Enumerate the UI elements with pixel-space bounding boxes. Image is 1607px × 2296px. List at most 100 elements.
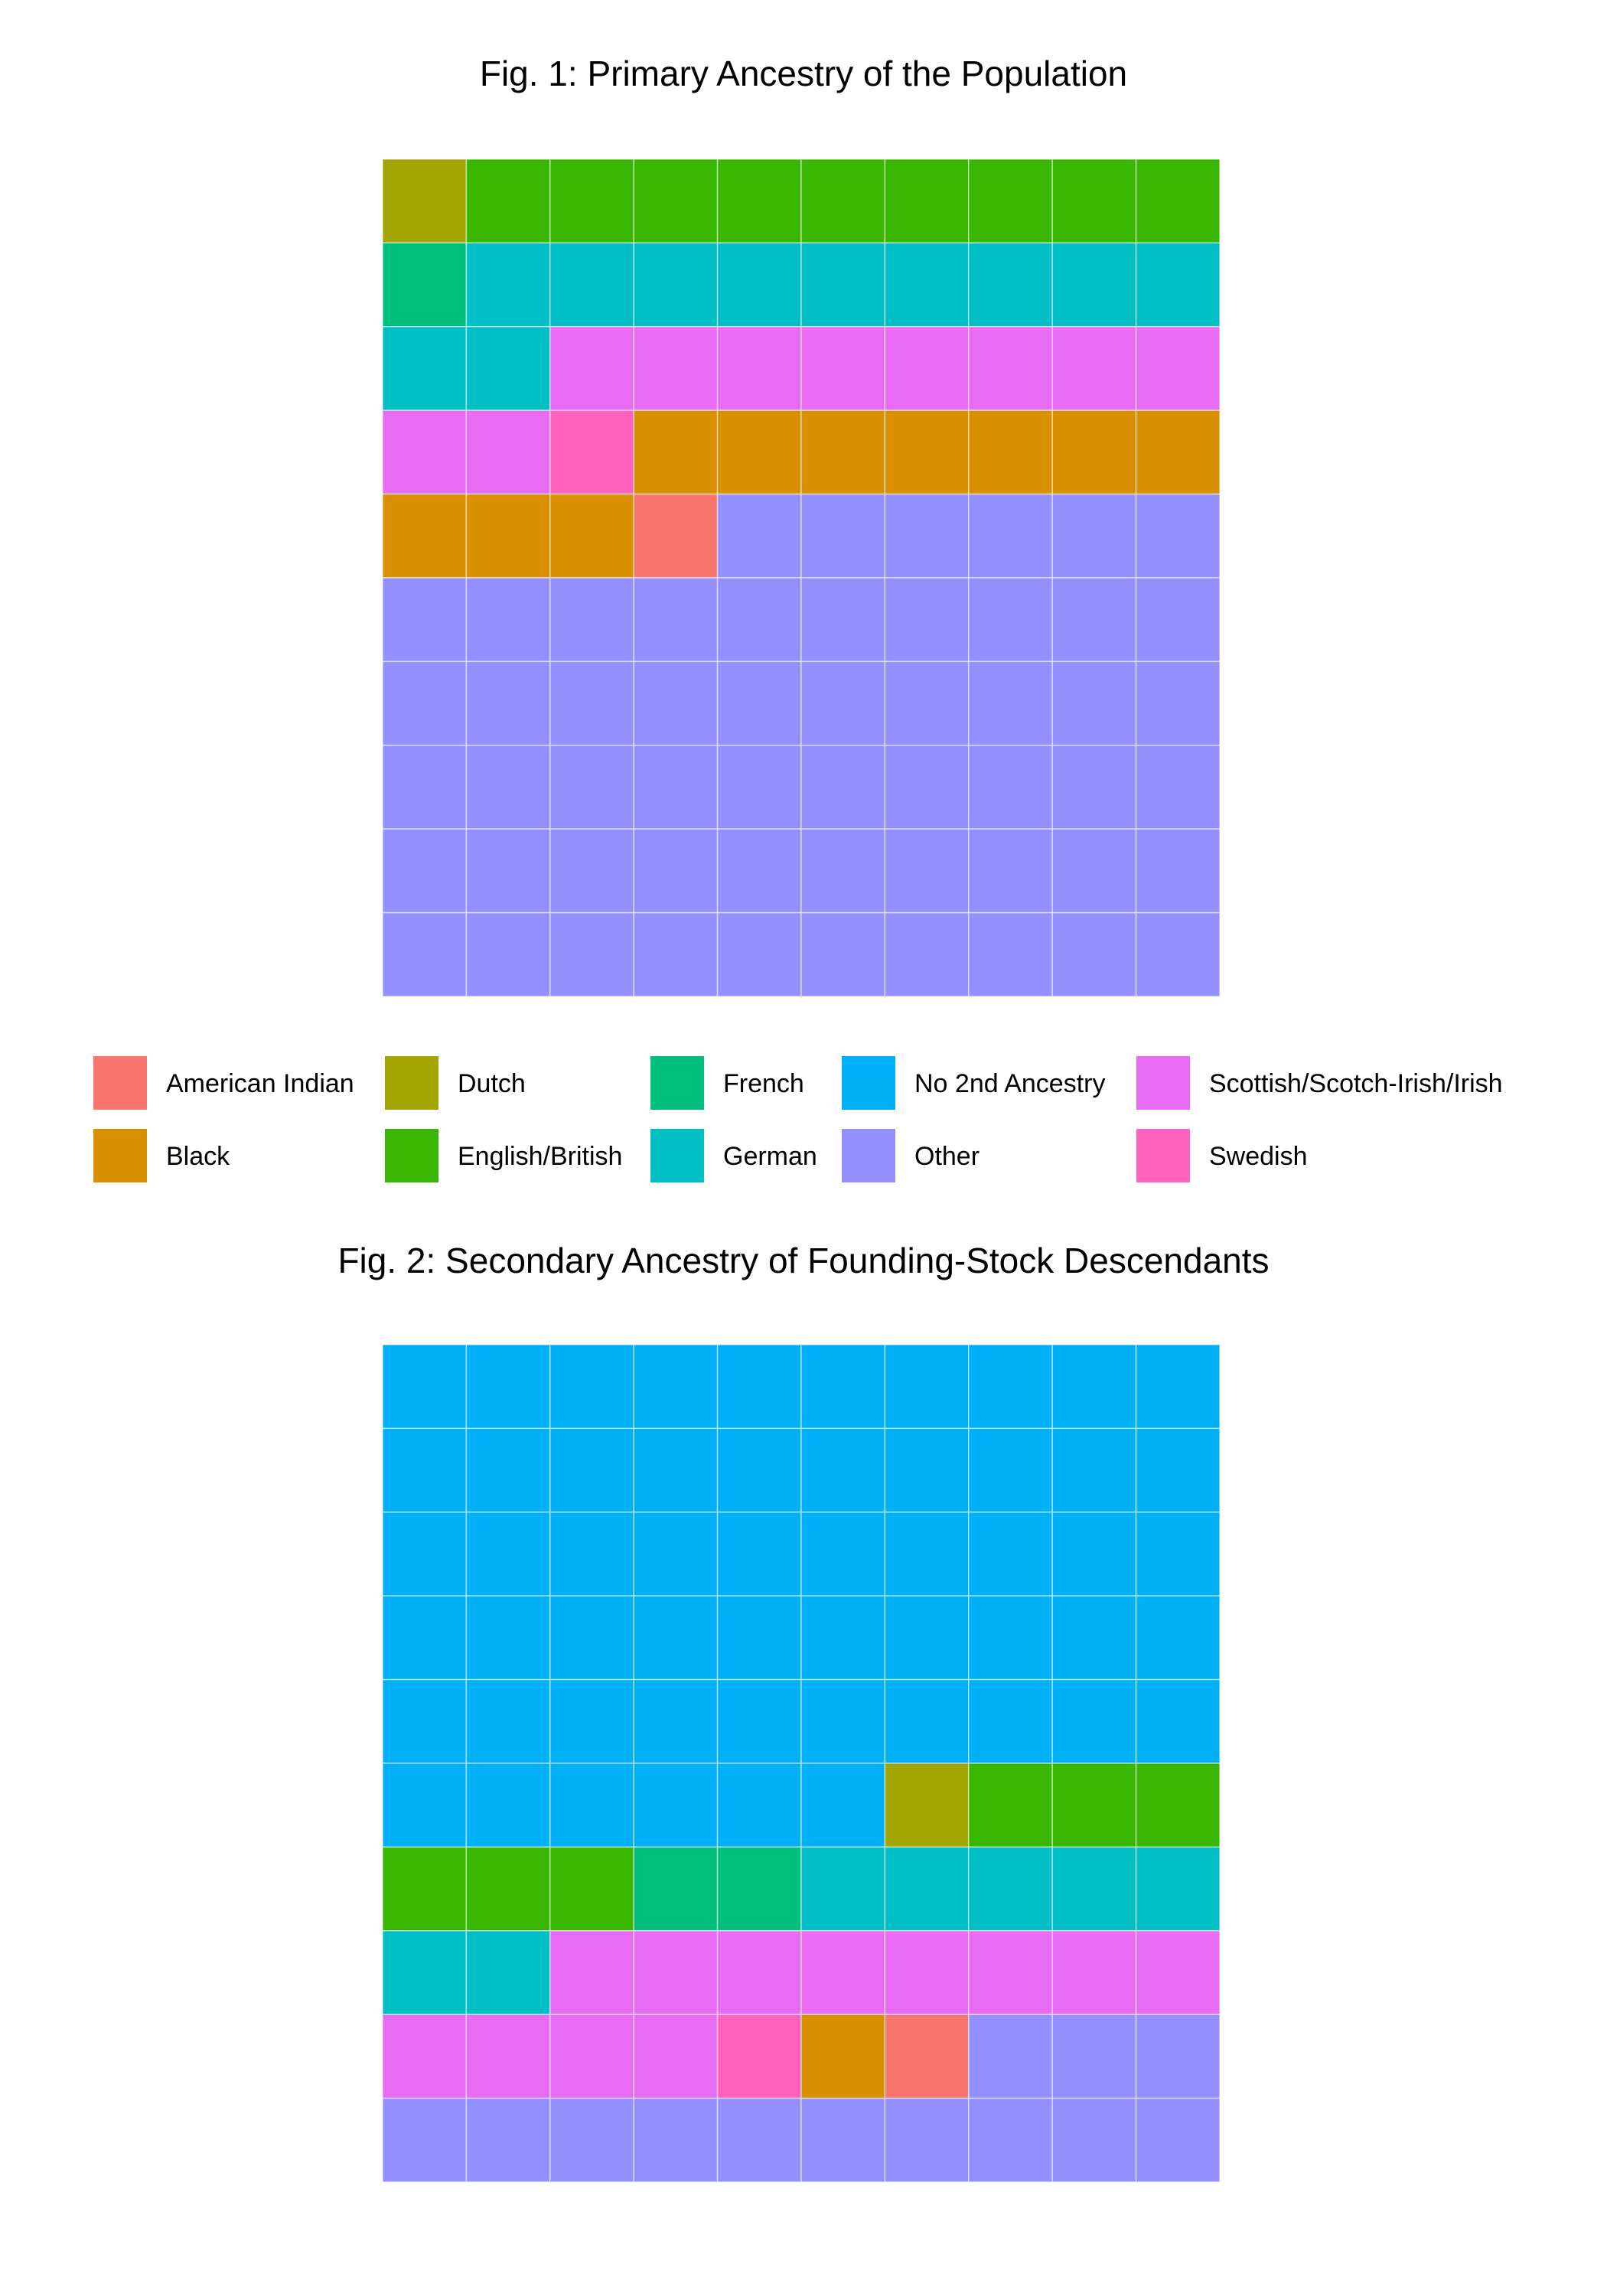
fig2-waffle-cell-no-2nd-ancestry	[1135, 1595, 1221, 1681]
fig2-waffle-cell-english-british	[1051, 1763, 1137, 1848]
fig2-waffle-cell-no-2nd-ancestry	[1051, 1427, 1137, 1513]
legend-key-swedish	[1136, 1129, 1190, 1182]
legend-item-english-british: English/British	[385, 1129, 622, 1182]
fig2-waffle-cell-no-2nd-ancestry	[1135, 1678, 1221, 1764]
fig2-waffle-cell-no-2nd-ancestry	[800, 1678, 886, 1764]
fig1-waffle-cell-english-british	[884, 158, 970, 244]
fig1-waffle-cell-other	[549, 577, 634, 663]
legend: American Indian Dutch French No 2nd Ancestr…	[93, 1056, 1503, 1182]
fig2-waffle-cell-other	[633, 2097, 719, 2183]
fig2-waffle-cell-no-2nd-ancestry	[968, 1678, 1053, 1764]
legend-label-black: Black	[166, 1142, 230, 1171]
fig1-waffle-cell-black	[716, 409, 802, 495]
fig1-waffle-cell-scottish-scotch-irish-irish	[633, 326, 719, 411]
fig1-waffle-cell-black	[884, 409, 970, 495]
fig2-waffle-cell-no-2nd-ancestry	[1051, 1344, 1137, 1430]
fig2-waffle-cell-no-2nd-ancestry	[633, 1427, 719, 1513]
fig2-waffle-cell-scottish-scotch-irish-irish	[633, 2014, 719, 2099]
fig1-waffle-cell-other	[968, 912, 1053, 997]
fig2-waffle-cell-no-2nd-ancestry	[716, 1678, 802, 1764]
fig2-waffle-cell-no-2nd-ancestry	[800, 1763, 886, 1848]
fig1-waffle-cell-other	[382, 745, 468, 830]
fig2-waffle-cell-english-british	[549, 1846, 634, 1932]
fig2-waffle-cell-scottish-scotch-irish-irish	[1135, 1930, 1221, 2015]
fig1-waffle-cell-other	[1051, 660, 1137, 746]
fig2-waffle-cell-scottish-scotch-irish-irish	[633, 1930, 719, 2015]
fig1-waffle-cell-german	[716, 242, 802, 328]
fig1-waffle-cell-other	[465, 912, 551, 997]
fig1-waffle-cell-other	[884, 660, 970, 746]
legend-label-scottish-scotch-irish-irish: Scottish/Scotch-Irish/Irish	[1209, 1069, 1503, 1098]
fig2-waffle-cell-english-british	[1135, 1763, 1221, 1848]
fig2-waffle-cell-no-2nd-ancestry	[968, 1595, 1053, 1681]
fig1-waffle-cell-other	[549, 912, 634, 997]
legend-item-no-2nd-ancestry: No 2nd Ancestry	[842, 1056, 1105, 1110]
fig2-waffle-cell-no-2nd-ancestry	[465, 1595, 551, 1681]
legend-key-french	[650, 1056, 704, 1110]
fig2-waffle-cell-no-2nd-ancestry	[800, 1344, 886, 1430]
fig1-waffle-cell-other	[968, 660, 1053, 746]
fig2-waffle-cell-no-2nd-ancestry	[884, 1512, 970, 1596]
legend-item-dutch: Dutch	[385, 1056, 526, 1110]
fig1-waffle-cell-other	[465, 660, 551, 746]
fig1-waffle-cell-other	[716, 828, 802, 914]
fig2-waffle-cell-scottish-scotch-irish-irish	[549, 1930, 634, 2015]
fig1-waffle-cell-french	[382, 242, 468, 328]
fig2-waffle-cell-scottish-scotch-irish-irish	[800, 1930, 886, 2015]
fig1-waffle-cell-english-british	[1135, 158, 1221, 244]
legend-item-other: Other	[842, 1129, 980, 1182]
fig1-waffle-cell-scottish-scotch-irish-irish	[549, 326, 634, 411]
fig1-waffle-cell-other	[382, 577, 468, 663]
fig2-waffle-cell-other	[884, 2097, 970, 2183]
fig2-waffle-cell-no-2nd-ancestry	[1051, 1512, 1137, 1596]
legend-label-swedish: Swedish	[1209, 1142, 1308, 1171]
fig1-waffle-cell-other	[1051, 745, 1137, 830]
fig2-waffle-cell-no-2nd-ancestry	[800, 1512, 886, 1596]
fig1-waffle-cell-other	[968, 577, 1053, 663]
fig2-waffle-cell-no-2nd-ancestry	[382, 1678, 468, 1764]
fig1-waffle-cell-english-british	[633, 158, 719, 244]
fig2-waffle-cell-no-2nd-ancestry	[382, 1763, 468, 1848]
fig1-waffle-cell-english-british	[1051, 158, 1137, 244]
legend-key-german	[650, 1129, 704, 1182]
legend-key-english-british	[385, 1129, 438, 1182]
fig1-waffle-cell-english-british	[968, 158, 1053, 244]
fig2-title: Fig. 2: Secondary Ancestry of Founding-S…	[337, 1241, 1269, 1280]
fig1-waffle-cell-other	[1051, 493, 1137, 579]
fig1-waffle-cell-other	[800, 493, 886, 579]
fig2-waffle-cell-no-2nd-ancestry	[382, 1512, 468, 1596]
fig1-waffle-cell-other	[633, 745, 719, 830]
legend-key-black	[93, 1129, 147, 1182]
fig2-waffle-cell-other	[716, 2097, 802, 2183]
fig2-waffle-cell-no-2nd-ancestry	[716, 1595, 802, 1681]
fig1-waffle-cell-other	[800, 828, 886, 914]
fig1-waffle-cell-scottish-scotch-irish-irish	[1135, 326, 1221, 411]
legend-label-other: Other	[914, 1142, 980, 1171]
fig2-waffle-cell-scottish-scotch-irish-irish	[716, 1930, 802, 2015]
fig1-waffle-cell-german	[382, 326, 468, 411]
fig2-waffle-cell-no-2nd-ancestry	[716, 1512, 802, 1596]
fig1-waffle-cell-other	[800, 660, 886, 746]
fig1-waffle-cell-black	[382, 493, 468, 579]
fig1-waffle-cell-other	[1135, 577, 1221, 663]
fig1-waffle-cell-german	[800, 242, 886, 328]
legend-item-swedish: Swedish	[1136, 1129, 1308, 1182]
legend-item-german: German	[650, 1129, 817, 1182]
fig2-waffle-cell-other	[968, 2097, 1053, 2183]
fig1-waffle-cell-other	[1135, 828, 1221, 914]
fig2-waffle-cell-no-2nd-ancestry	[1051, 1595, 1137, 1681]
fig2-waffle-cell-other	[1051, 2014, 1137, 2099]
fig1-waffle-cell-scottish-scotch-irish-irish	[968, 326, 1053, 411]
fig1-waffle-cell-swedish	[549, 409, 634, 495]
fig2-waffle-cell-black	[800, 2014, 886, 2099]
legend-item-black: Black	[93, 1129, 230, 1182]
fig2-waffle-grid	[382, 1344, 1221, 2183]
fig1-waffle-cell-black	[465, 493, 551, 579]
legend-key-other	[842, 1129, 895, 1182]
legend-item-scottish-scotch-irish-irish: Scottish/Scotch-Irish/Irish	[1136, 1056, 1503, 1110]
legend-label-dutch: Dutch	[458, 1069, 526, 1098]
fig2-waffle-cell-other	[800, 2097, 886, 2183]
fig1-waffle-cell-scottish-scotch-irish-irish	[382, 409, 468, 495]
fig1-waffle-cell-black	[800, 409, 886, 495]
